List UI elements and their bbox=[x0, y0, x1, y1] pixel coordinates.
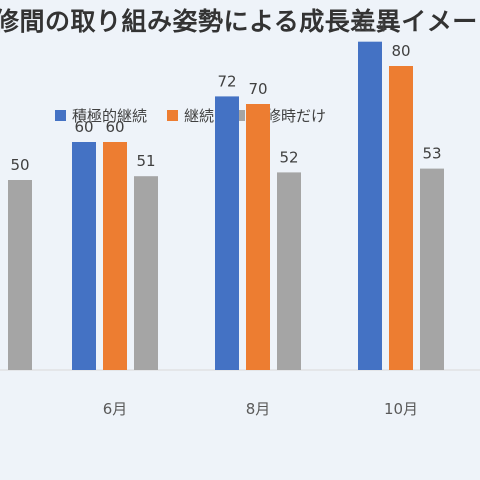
data-label-series-2-cat-3: 53 bbox=[422, 145, 441, 163]
legend-swatch-series-2 bbox=[234, 110, 246, 121]
legend-swatch-series-0 bbox=[55, 110, 66, 121]
bar-series-2-cat-1 bbox=[134, 176, 158, 370]
legend-swatch-series-1 bbox=[167, 110, 179, 121]
data-label-series-0-cat-1: 60 bbox=[74, 118, 93, 136]
data-label-series-2-cat-1: 51 bbox=[136, 152, 155, 170]
legend-label-series-0: 積極的継続 bbox=[72, 107, 148, 125]
x-tick-label-1: 6月 bbox=[103, 400, 128, 418]
data-label-series-1-cat-2: 70 bbox=[248, 80, 267, 98]
chart-title: 修間の取り組み姿勢による成長差異イメー bbox=[0, 7, 478, 36]
data-label-series-1-cat-3: 80 bbox=[391, 42, 410, 60]
data-label-series-2-cat-2: 52 bbox=[279, 148, 298, 166]
bar-series-0-cat-3 bbox=[358, 41, 382, 371]
data-label-series-0-cat-3: 86.4 bbox=[353, 18, 386, 36]
data-label-series-2-cat-0: 50 bbox=[10, 156, 29, 174]
bar-series-0-cat-1 bbox=[72, 142, 96, 370]
x-tick-label-3: 10月 bbox=[384, 400, 418, 418]
legend-label-series-1: 継続 bbox=[184, 107, 215, 125]
bar-series-1-cat-2 bbox=[246, 104, 270, 370]
bar-series-2-cat-0 bbox=[8, 180, 32, 370]
x-tick-label-2: 8月 bbox=[246, 400, 271, 418]
data-label-series-0-cat-2: 72 bbox=[217, 72, 236, 90]
bar-series-0-cat-2 bbox=[215, 96, 239, 371]
legend-item-series-0: 積極的継続 bbox=[55, 105, 147, 126]
bar-series-1-cat-3 bbox=[389, 66, 413, 370]
data-label-series-1-cat-1: 60 bbox=[105, 118, 124, 136]
bar-series-2-cat-3 bbox=[420, 168, 444, 370]
bar-series-1-cat-1 bbox=[103, 142, 127, 370]
legend-item-series-1: 継続 bbox=[167, 105, 214, 126]
bar-series-2-cat-2 bbox=[277, 172, 301, 370]
